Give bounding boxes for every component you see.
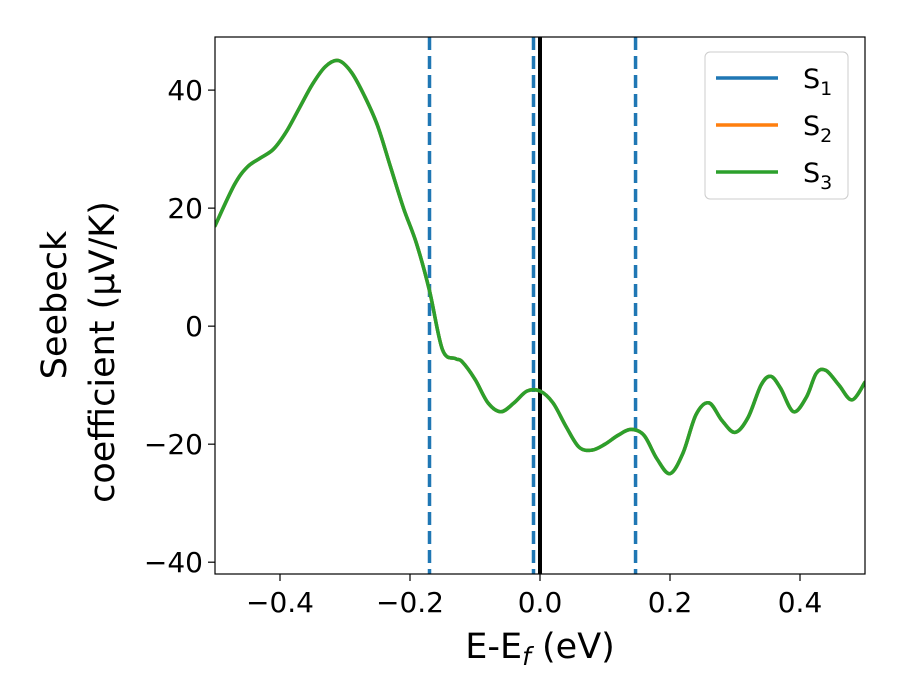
series-line-s3 <box>215 58 865 476</box>
legend-label-s2: S2 <box>803 111 832 147</box>
y-axis-title-line2: coefficient (μV/K) <box>83 201 123 503</box>
series-layer <box>215 58 865 476</box>
y-axis-title-line1: Seebeck <box>35 230 75 379</box>
legend-label-s3: S3 <box>803 158 832 194</box>
y-tick-label: 0 <box>185 310 203 343</box>
y-tick-label: 20 <box>167 192 203 225</box>
x-axis: −0.4 −0.2 0.0 0.2 0.4 <box>246 574 822 619</box>
x-tick-label: 0.4 <box>778 586 823 619</box>
y-axis-title: Seebeck coefficient (μV/K) <box>35 201 123 503</box>
y-tick-label: −40 <box>144 546 203 579</box>
reference-lines <box>427 37 638 574</box>
y-tick-label: 40 <box>167 74 203 107</box>
x-tick-label: −0.4 <box>246 586 314 619</box>
y-tick-label: −20 <box>144 428 203 461</box>
x-tick-label: −0.2 <box>376 586 444 619</box>
legend: S1 S2 S3 <box>704 51 849 200</box>
legend-label-s1: S1 <box>803 64 832 100</box>
y-axis: −40 −20 0 20 40 <box>144 74 215 579</box>
x-axis-title: E-Ef (eV) <box>465 627 615 671</box>
x-tick-label: 0.0 <box>518 586 563 619</box>
x-tick-label: 0.2 <box>648 586 693 619</box>
